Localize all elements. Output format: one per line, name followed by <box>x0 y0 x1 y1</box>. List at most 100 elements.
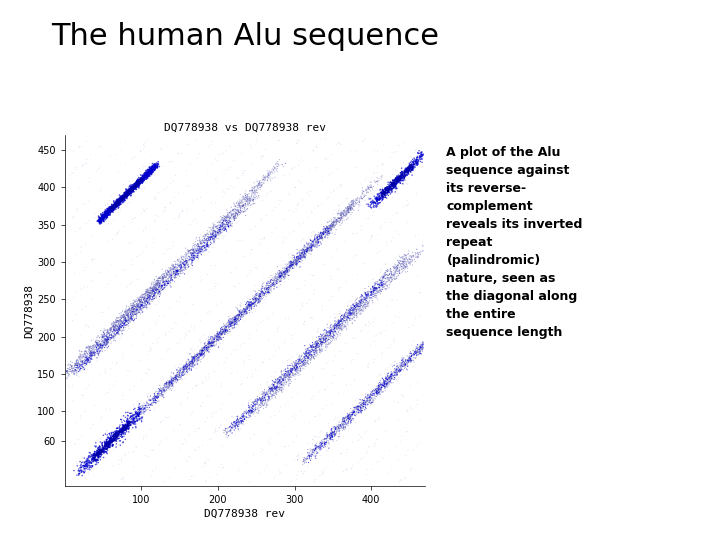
Point <box>112 200 123 208</box>
Point <box>127 304 139 313</box>
Point <box>243 306 255 315</box>
Point <box>125 304 136 313</box>
Point <box>240 409 252 417</box>
Point <box>159 389 171 397</box>
Point <box>236 197 248 205</box>
Point <box>356 409 367 417</box>
Point <box>181 394 193 403</box>
Point <box>105 204 117 213</box>
Point <box>97 336 109 345</box>
Point <box>395 174 407 183</box>
Point <box>125 185 137 193</box>
Point <box>247 188 258 197</box>
Point <box>75 332 86 340</box>
Point <box>260 176 271 184</box>
Point <box>265 168 276 177</box>
Point <box>108 326 120 335</box>
Point <box>235 210 246 218</box>
Point <box>115 196 127 205</box>
Point <box>342 206 354 215</box>
Point <box>359 406 371 414</box>
Point <box>106 325 117 333</box>
Point <box>228 316 240 325</box>
Point <box>215 334 227 342</box>
Point <box>261 172 272 180</box>
Point <box>132 306 144 314</box>
Point <box>335 329 346 338</box>
Point <box>93 217 104 226</box>
Point <box>358 301 369 309</box>
Point <box>290 372 302 380</box>
Point <box>266 393 277 401</box>
Point <box>122 417 133 426</box>
Point <box>135 174 147 183</box>
Point <box>356 402 368 411</box>
Point <box>374 282 385 291</box>
Point <box>357 399 369 408</box>
Point <box>108 204 120 213</box>
Point <box>390 442 402 451</box>
Point <box>125 186 137 194</box>
Point <box>405 157 417 166</box>
Point <box>310 240 322 249</box>
Point <box>123 187 135 196</box>
Point <box>129 181 140 190</box>
Point <box>99 329 110 338</box>
Point <box>120 314 131 322</box>
Point <box>258 288 269 297</box>
Point <box>118 193 130 201</box>
Point <box>315 427 327 436</box>
Point <box>165 199 176 207</box>
Point <box>314 233 325 242</box>
Point <box>104 329 115 338</box>
Point <box>208 333 220 342</box>
Point <box>402 170 414 178</box>
Point <box>222 428 233 437</box>
Point <box>78 350 90 359</box>
Point <box>273 322 284 331</box>
Point <box>273 275 284 284</box>
Point <box>147 163 158 172</box>
Point <box>202 347 214 356</box>
Point <box>378 377 390 386</box>
Point <box>372 195 383 204</box>
Point <box>211 329 222 338</box>
Point <box>196 247 207 255</box>
Point <box>335 210 346 219</box>
Point <box>108 202 120 211</box>
Point <box>351 305 362 313</box>
Point <box>126 301 138 310</box>
Point <box>108 197 120 205</box>
Point <box>400 260 412 269</box>
Point <box>331 215 343 224</box>
Point <box>203 342 215 351</box>
Point <box>286 368 297 377</box>
Point <box>142 173 153 181</box>
Point <box>413 253 424 261</box>
Point <box>104 325 115 334</box>
Point <box>130 298 141 306</box>
Point <box>75 355 86 363</box>
Point <box>259 396 271 405</box>
Point <box>211 222 222 231</box>
Point <box>348 313 360 321</box>
Point <box>378 283 390 292</box>
Point <box>238 201 249 210</box>
Point <box>159 281 171 290</box>
Point <box>391 179 402 187</box>
Point <box>312 443 324 451</box>
Point <box>374 390 386 399</box>
Point <box>323 338 334 347</box>
Point <box>272 273 284 281</box>
Point <box>135 408 146 416</box>
Point <box>116 321 127 329</box>
Point <box>212 228 223 237</box>
Point <box>70 165 81 174</box>
Point <box>300 352 312 360</box>
Point <box>142 293 153 302</box>
Point <box>343 204 354 212</box>
Point <box>318 443 330 451</box>
Point <box>271 165 282 174</box>
Point <box>372 199 384 207</box>
Point <box>340 204 351 213</box>
